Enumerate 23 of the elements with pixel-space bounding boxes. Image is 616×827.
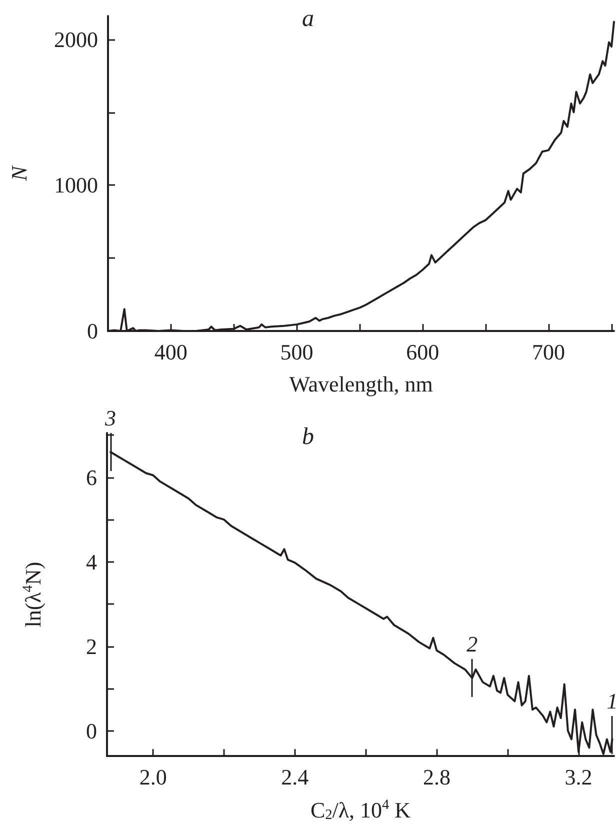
x-axis-title: Wavelength, nm [289,372,433,396]
x-tick-label: 2.0 [139,764,167,790]
annotation: 3 [104,406,116,430]
y-tick-label: 1000 [54,172,98,198]
y-axis-title: N [6,164,32,182]
annotation: 1 [606,688,616,714]
y-tick-label: 0 [86,718,97,744]
y-tick-label: 0 [87,318,98,344]
annotation: 2 [466,631,478,656]
x-tick-label: 600 [406,340,440,364]
y-tick-label: 2 [86,634,97,659]
x-tick-label: 3.2 [564,764,592,790]
x-tick-label: 2.8 [422,764,450,790]
y-tick-label: 2000 [54,26,98,52]
chart-title: b [302,424,314,450]
y-tick-label: 4 [86,549,97,574]
chart-title: a [302,6,314,32]
x-tick-label: 400 [154,340,188,364]
x-tick-label: 2.4 [281,764,309,790]
x-tick-label: 500 [280,340,314,364]
y-tick-label: 6 [86,464,97,490]
x-tick-label: 700 [532,340,566,364]
y-axis-title: ln(λ4N) [20,562,46,628]
